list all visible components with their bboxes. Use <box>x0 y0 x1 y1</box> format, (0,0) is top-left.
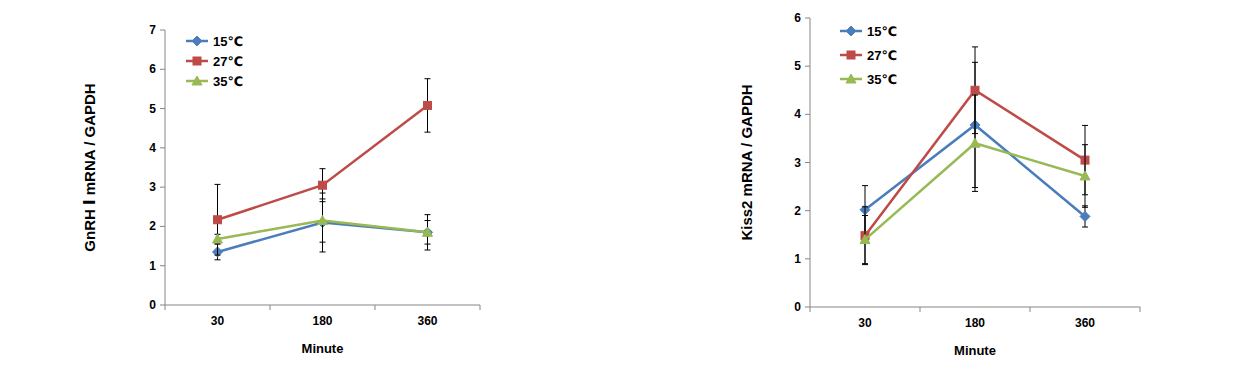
y-tick-label: 4 <box>149 141 156 155</box>
series-line <box>865 90 1085 235</box>
marker <box>424 101 432 109</box>
legend-label: 15℃ <box>867 24 897 39</box>
y-tick <box>160 265 165 266</box>
marker <box>860 235 870 244</box>
y-axis <box>165 30 166 305</box>
y-tick-label: 7 <box>149 23 156 37</box>
legend-label: 27℃ <box>867 48 897 63</box>
x-tick-label: 360 <box>417 314 437 328</box>
x-axis <box>165 305 480 306</box>
y-axis-label: GnRH Ⅰ mRNA / GAPDH <box>81 83 98 251</box>
series-line <box>865 143 1085 239</box>
y-axis-label: Kiss2 mRNA / GAPDH <box>738 84 755 240</box>
marker <box>970 138 980 147</box>
legend-marker <box>846 74 856 83</box>
y-tick <box>805 66 810 67</box>
x-tick <box>1140 307 1141 312</box>
x-tick <box>480 305 481 310</box>
y-tick-label: 0 <box>794 300 801 314</box>
marker <box>214 216 222 224</box>
y-tick <box>805 307 810 308</box>
y-tick <box>160 108 165 109</box>
y-tick <box>160 226 165 227</box>
y-tick-label: 5 <box>794 59 801 73</box>
y-tick <box>160 147 165 148</box>
legend: 15℃ 27℃ 35℃ <box>840 24 897 87</box>
x-tick <box>920 307 921 312</box>
marker <box>423 227 433 236</box>
legend-marker <box>192 76 202 85</box>
y-tick-label: 5 <box>149 102 156 116</box>
y-tick <box>805 162 810 163</box>
x-axis <box>810 307 1140 308</box>
legend: 15℃ 27℃ 35℃ <box>186 34 243 89</box>
legend-label: 35℃ <box>867 72 897 87</box>
y-tick <box>160 187 165 188</box>
legend-label: 15℃ <box>213 34 243 49</box>
marker <box>1080 171 1090 180</box>
y-tick-label: 6 <box>149 62 156 76</box>
legend-label: 27℃ <box>213 54 243 69</box>
y-tick-label: 4 <box>794 107 801 121</box>
x-tick-label: 180 <box>965 316 985 330</box>
error-bar <box>320 169 326 202</box>
y-tick-label: 1 <box>794 252 801 266</box>
x-axis-label: Minute <box>954 343 996 358</box>
plot-area <box>213 79 433 260</box>
legend-label: 35℃ <box>213 74 243 89</box>
error-bar <box>425 79 431 132</box>
chart: 0 1 2 3 4 5 6 7 30 180 360 Minute GnRH Ⅰ mRNA / GAPD… <box>81 23 480 356</box>
marker <box>971 86 979 94</box>
legend-marker <box>193 57 201 65</box>
y-tick <box>805 210 810 211</box>
y-tick-label: 3 <box>794 156 801 170</box>
y-tick-label: 0 <box>149 298 156 312</box>
legend-marker <box>847 51 855 59</box>
y-tick-label: 2 <box>794 204 801 218</box>
chart: 0 1 2 3 4 5 6 30 180 360 Minute Kiss2 mRNA / GAPDH 1… <box>738 11 1140 358</box>
y-tick <box>160 305 165 306</box>
y-tick <box>160 69 165 70</box>
y-tick-label: 3 <box>149 180 156 194</box>
x-tick-label: 360 <box>1075 316 1095 330</box>
marker <box>213 234 223 243</box>
y-tick <box>805 258 810 259</box>
legend-marker <box>192 36 202 46</box>
figure: 0123456730180360MinuteGnRH Ⅰ mRNA / GAPD… <box>0 0 1258 379</box>
x-tick <box>810 307 811 312</box>
y-tick <box>805 114 810 115</box>
x-tick <box>1030 307 1031 312</box>
x-axis-label: Minute <box>302 341 344 356</box>
y-tick-label: 1 <box>149 259 156 273</box>
marker <box>318 216 328 225</box>
y-tick-label: 6 <box>794 11 801 25</box>
marker <box>319 181 327 189</box>
x-tick-label: 30 <box>858 316 872 330</box>
y-tick <box>160 30 165 31</box>
x-tick-label: 30 <box>211 314 225 328</box>
y-tick-label: 2 <box>149 219 156 233</box>
marker <box>1080 211 1090 221</box>
y-tick <box>805 18 810 19</box>
plot-area <box>860 47 1090 265</box>
legend-marker <box>846 26 856 36</box>
x-tick <box>165 305 166 310</box>
x-tick <box>270 305 271 310</box>
error-bar <box>215 184 221 255</box>
x-tick-label: 180 <box>312 314 332 328</box>
x-tick <box>375 305 376 310</box>
